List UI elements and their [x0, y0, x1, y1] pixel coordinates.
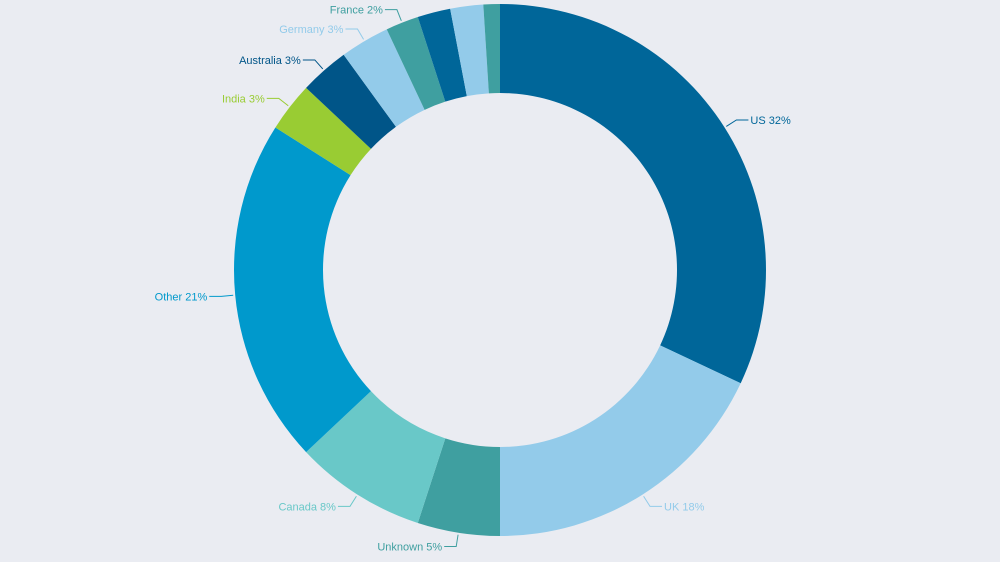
donut-slice[interactable] — [500, 4, 766, 384]
label-connector — [726, 119, 749, 127]
label-connector — [337, 496, 357, 507]
label-connector — [384, 9, 402, 22]
slice-label: Germany 3% — [279, 24, 343, 36]
slice-label: France 2% — [330, 5, 383, 17]
donut-slice[interactable] — [483, 4, 500, 94]
label-connector — [444, 534, 459, 548]
donut-slice[interactable] — [234, 127, 371, 453]
donut-slice[interactable] — [275, 87, 371, 176]
label-connector — [209, 294, 234, 297]
slice-label: US 32% — [750, 115, 791, 127]
donut-slice[interactable] — [450, 4, 489, 97]
donut-slice[interactable] — [306, 54, 396, 149]
donut-slice[interactable] — [417, 438, 500, 536]
slice-label: Other 21% — [155, 291, 208, 303]
slice-label: India 3% — [222, 93, 265, 105]
slice-label: Unknown 5% — [377, 542, 442, 554]
slice-label: Canada 8% — [278, 501, 336, 513]
label-connector — [643, 496, 663, 507]
donut-slice[interactable] — [343, 29, 425, 127]
slice-label: Australia 3% — [239, 55, 301, 67]
label-connector — [345, 28, 365, 40]
donut-slice[interactable] — [386, 17, 446, 110]
donut-slice[interactable] — [306, 391, 446, 523]
slice-label: UK 18% — [664, 501, 705, 513]
donut-slice[interactable] — [417, 8, 467, 102]
label-connector — [266, 97, 289, 107]
donut-slice[interactable] — [500, 345, 741, 536]
label-connector — [302, 59, 324, 70]
